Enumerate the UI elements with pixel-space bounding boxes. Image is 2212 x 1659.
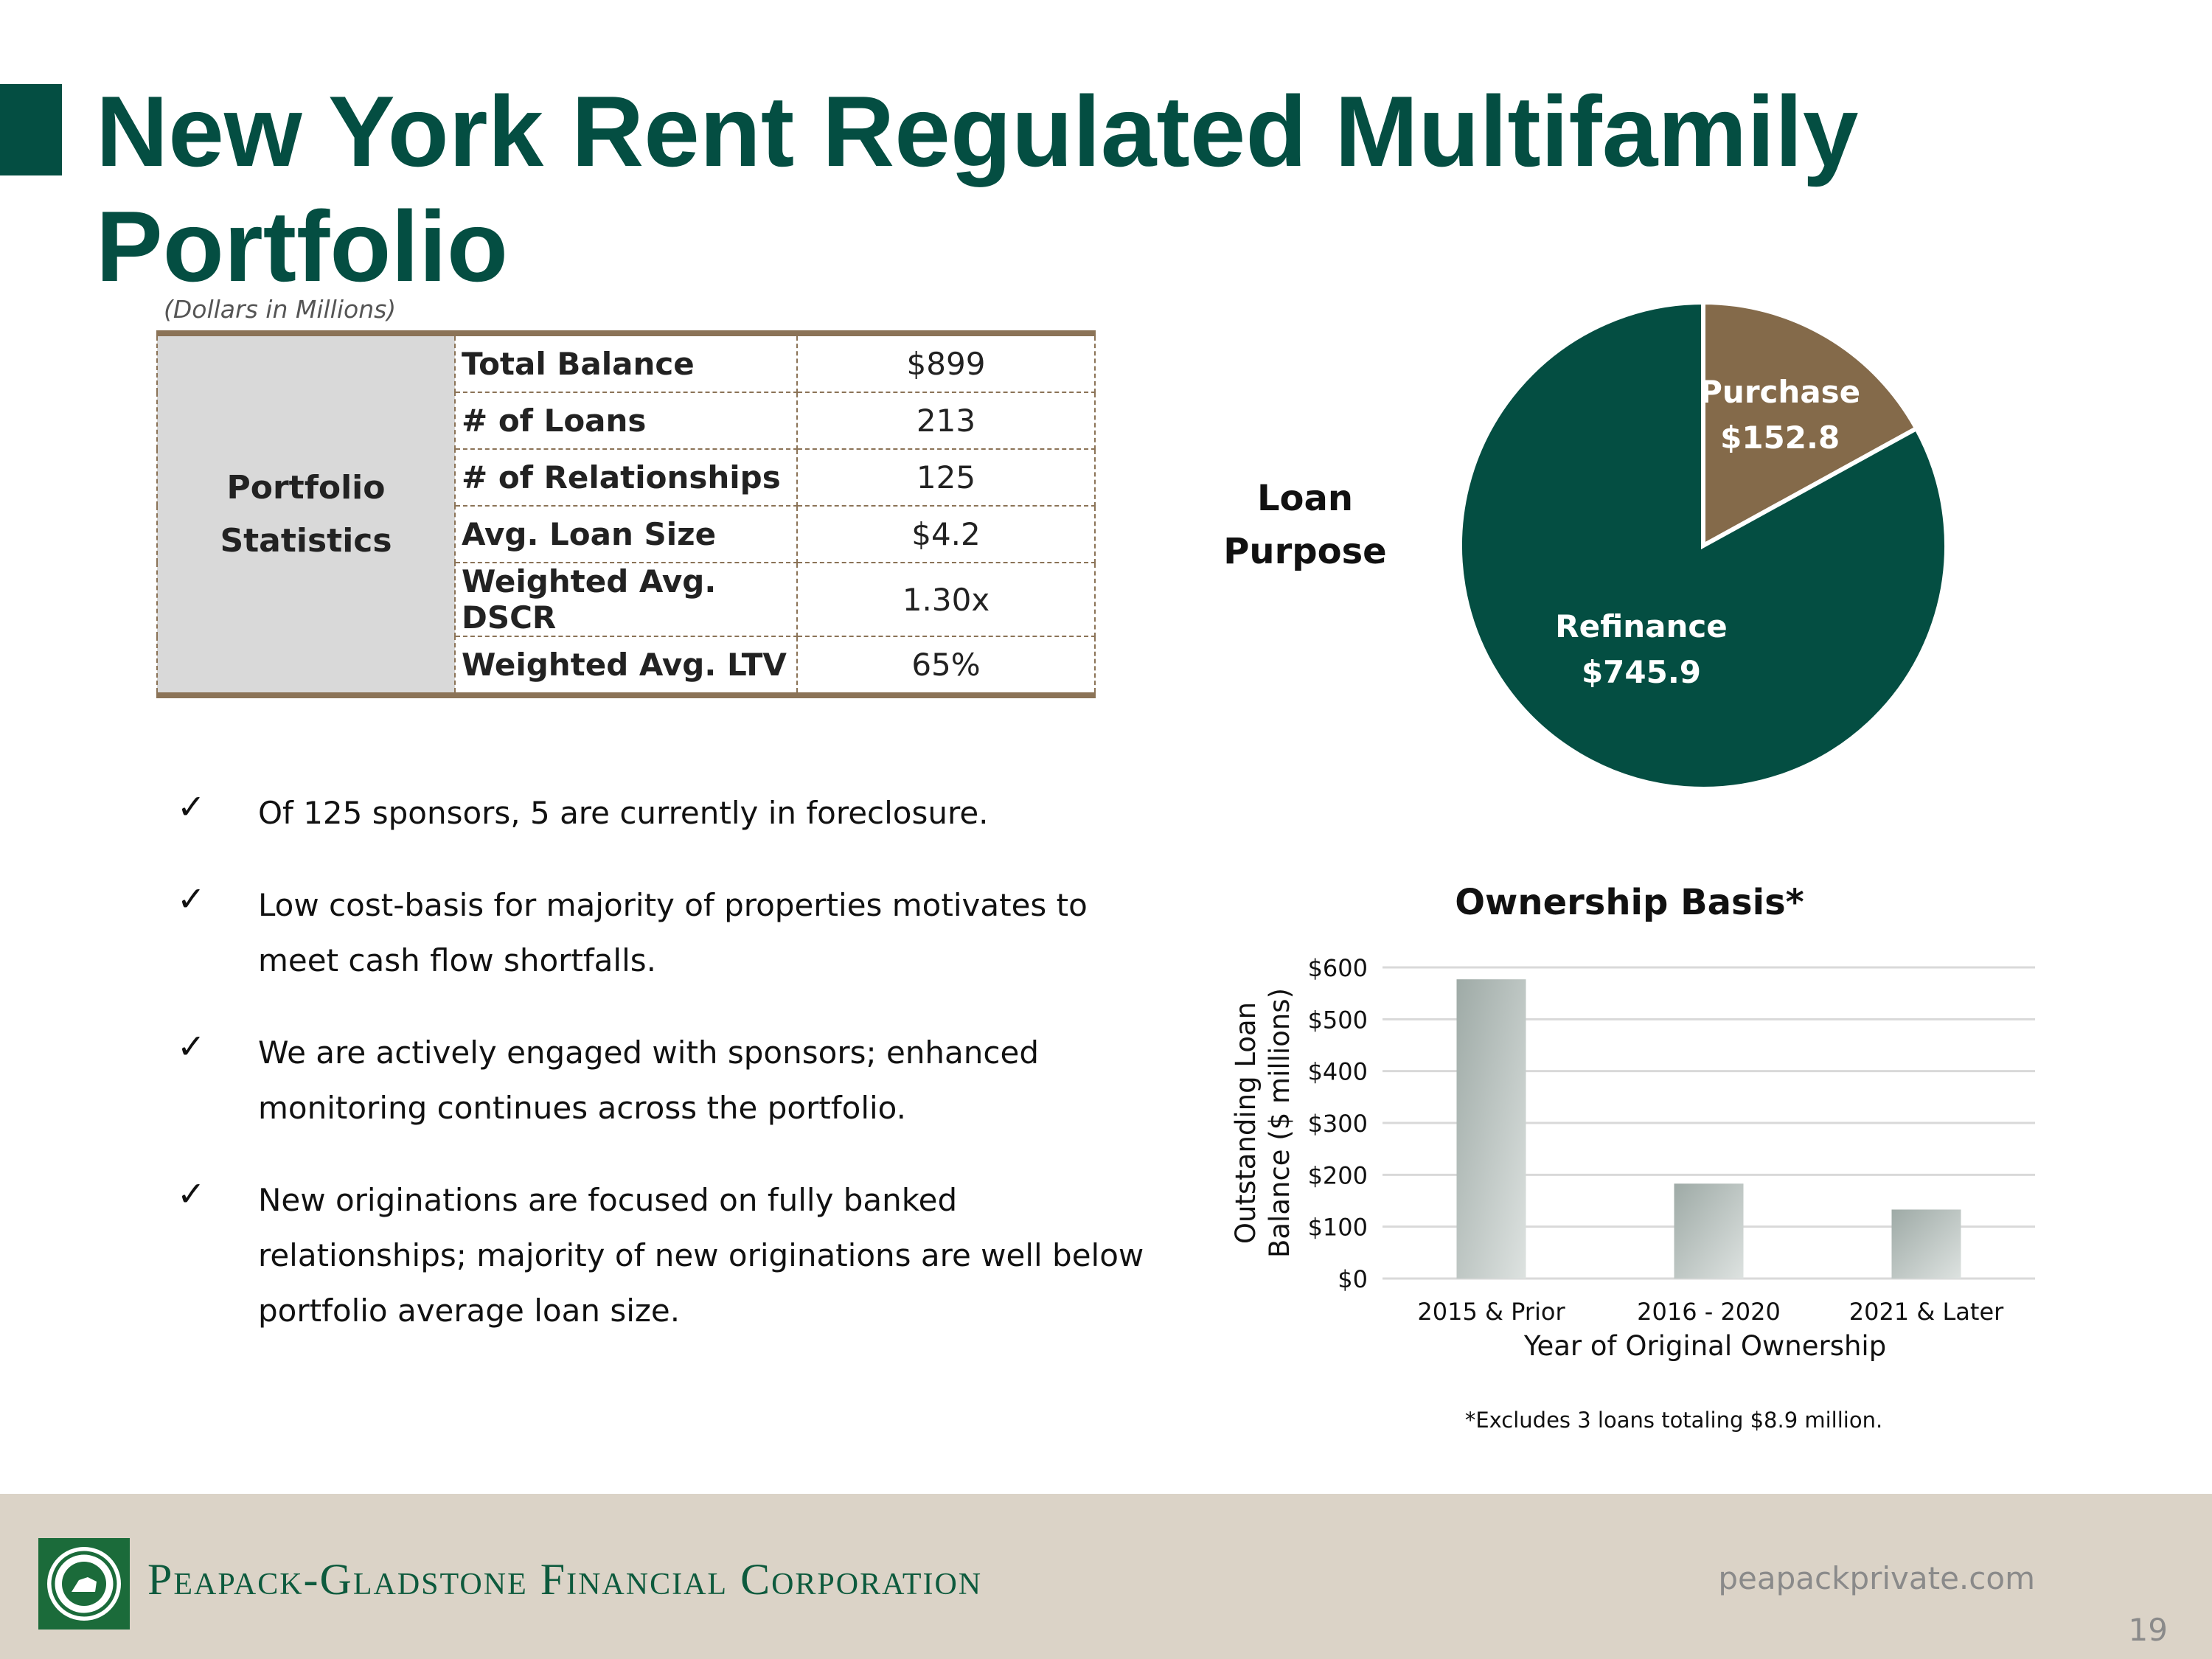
stats-row: # of Loans 213 bbox=[157, 392, 1096, 450]
stats-label: # of Relationships bbox=[454, 448, 798, 507]
stats-row: # of Relationships 125 bbox=[157, 448, 1096, 507]
footer: Peapack-Gladstone Financial Corporation … bbox=[0, 1494, 2212, 1659]
pie-title-line-1: Loan bbox=[1256, 478, 1354, 519]
pie-slice-name: Refinance bbox=[1555, 608, 1727, 644]
stats-group-line-2: Statistics bbox=[220, 521, 392, 560]
stats-row: Portfolio Statistics Total Balance $899 bbox=[156, 333, 1096, 696]
y-tick-label: $100 bbox=[1308, 1214, 1368, 1242]
y-tick-label: $500 bbox=[1308, 1006, 1368, 1034]
website-link[interactable]: peapackprivate.com bbox=[1718, 1560, 2035, 1596]
pie-title-line-2: Purpose bbox=[1223, 531, 1387, 572]
y-tick-label: $0 bbox=[1338, 1265, 1368, 1293]
bullet-list: ✓ Of 125 sponsors, 5 are currently in for… bbox=[170, 785, 1150, 1375]
checkmark-icon: ✓ bbox=[177, 1026, 206, 1066]
y-axis-label-line-1: Outstanding Loan bbox=[1230, 1002, 1262, 1244]
stats-value: 65% bbox=[796, 636, 1096, 696]
y-tick-label: $400 bbox=[1308, 1058, 1368, 1086]
bullet-text: Of 125 sponsors, 5 are currently in fore… bbox=[258, 795, 989, 831]
bar-chart-footnote: *Excludes 3 loans totaling $8.9 million. bbox=[1465, 1408, 1882, 1433]
y-axis-label-line-2: Balance ($ millions) bbox=[1264, 988, 1295, 1258]
stats-value: 213 bbox=[796, 392, 1096, 450]
stats-label: Weighted Avg. LTV bbox=[454, 636, 798, 696]
pie-slice-refinance bbox=[1458, 299, 1949, 791]
stats-row: Avg. Loan Size $4.2 bbox=[157, 505, 1096, 563]
x-tick-label: 2016 - 2020 bbox=[1637, 1298, 1781, 1326]
stats-label: # of Loans bbox=[454, 392, 798, 450]
bar bbox=[1891, 1209, 1961, 1279]
stats-label: Avg. Loan Size bbox=[454, 505, 798, 563]
pie-chart-title: Loan Purpose bbox=[1209, 472, 1401, 578]
bullet-item: ✓ Of 125 sponsors, 5 are currently in for… bbox=[170, 785, 1150, 841]
pie-slice-name: Purchase bbox=[1700, 374, 1860, 410]
company-logo bbox=[38, 1538, 130, 1630]
checkmark-icon: ✓ bbox=[177, 1174, 206, 1214]
page-number: 19 bbox=[2128, 1612, 2168, 1648]
ownership-basis-bar-chart: Ownership Basis* $0 $100 $200 $300 $400 $500 $6… bbox=[1230, 882, 2035, 1433]
y-tick-label: $600 bbox=[1308, 954, 1368, 982]
stats-value: 1.30x bbox=[796, 562, 1096, 637]
bar bbox=[1456, 979, 1526, 1279]
stats-row: Weighted Avg. DSCR 1.30x bbox=[157, 562, 1096, 637]
stats-row: Weighted Avg. LTV 65% bbox=[157, 636, 1096, 696]
x-axis-label: Year of Original Ownership bbox=[1523, 1330, 1886, 1362]
pie-slice-value-label: $152.8 bbox=[1720, 420, 1840, 456]
y-axis-label: Outstanding LoanBalance ($ millions) bbox=[1230, 988, 1295, 1258]
units-note: (Dollars in Millions) bbox=[164, 295, 397, 324]
pie-slice-value-label: $745.9 bbox=[1582, 654, 1701, 690]
bar bbox=[1674, 1183, 1744, 1279]
seal-icon bbox=[47, 1547, 121, 1621]
checkmark-icon: ✓ bbox=[177, 787, 206, 827]
company-name: Peapack-Gladstone Financial Corporation bbox=[147, 1555, 983, 1604]
bullet-text: We are actively engaged with sponsors; e… bbox=[258, 1034, 1040, 1126]
page-title: New York Rent Regulated Multifamily Port… bbox=[96, 74, 2087, 304]
stats-value: $4.2 bbox=[796, 505, 1096, 563]
title-accent-bar bbox=[0, 84, 62, 175]
stats-label: Total Balance bbox=[454, 333, 798, 393]
bullet-item: ✓ New originations are focused on fully b… bbox=[170, 1172, 1150, 1338]
pie-slice-purchase bbox=[1701, 299, 1920, 550]
y-tick-label: $200 bbox=[1308, 1161, 1368, 1189]
bullet-text: New originations are focused on fully ba… bbox=[258, 1182, 1144, 1329]
loan-purpose-pie-chart: Purchase $152.8 Refinance $745.9 bbox=[1458, 299, 1949, 791]
stats-value: $899 bbox=[796, 333, 1096, 393]
bullet-text: Low cost-basis for majority of propertie… bbox=[258, 887, 1088, 978]
bar-chart-title: Ownership Basis* bbox=[1455, 882, 1804, 923]
stats-label: Weighted Avg. DSCR bbox=[454, 562, 798, 637]
checkmark-icon: ✓ bbox=[177, 879, 206, 919]
x-tick-label: 2021 & Later bbox=[1849, 1298, 2004, 1326]
page-title-line-2: Portfolio bbox=[96, 190, 509, 302]
bullet-item: ✓ We are actively engaged with sponsors; … bbox=[170, 1025, 1150, 1135]
stats-group-label: Portfolio Statistics bbox=[156, 333, 456, 696]
page-title-line-1: New York Rent Regulated Multifamily bbox=[96, 75, 1859, 187]
portfolio-stats-table: Portfolio Statistics Total Balance $899 # of… bbox=[156, 330, 1096, 698]
stats-value: 125 bbox=[796, 448, 1096, 507]
y-tick-label: $300 bbox=[1308, 1110, 1368, 1138]
x-tick-label: 2015 & Prior bbox=[1417, 1298, 1565, 1326]
stats-group-line-1: Portfolio bbox=[226, 468, 386, 507]
bullet-item: ✓ Low cost-basis for majority of properti… bbox=[170, 877, 1150, 988]
